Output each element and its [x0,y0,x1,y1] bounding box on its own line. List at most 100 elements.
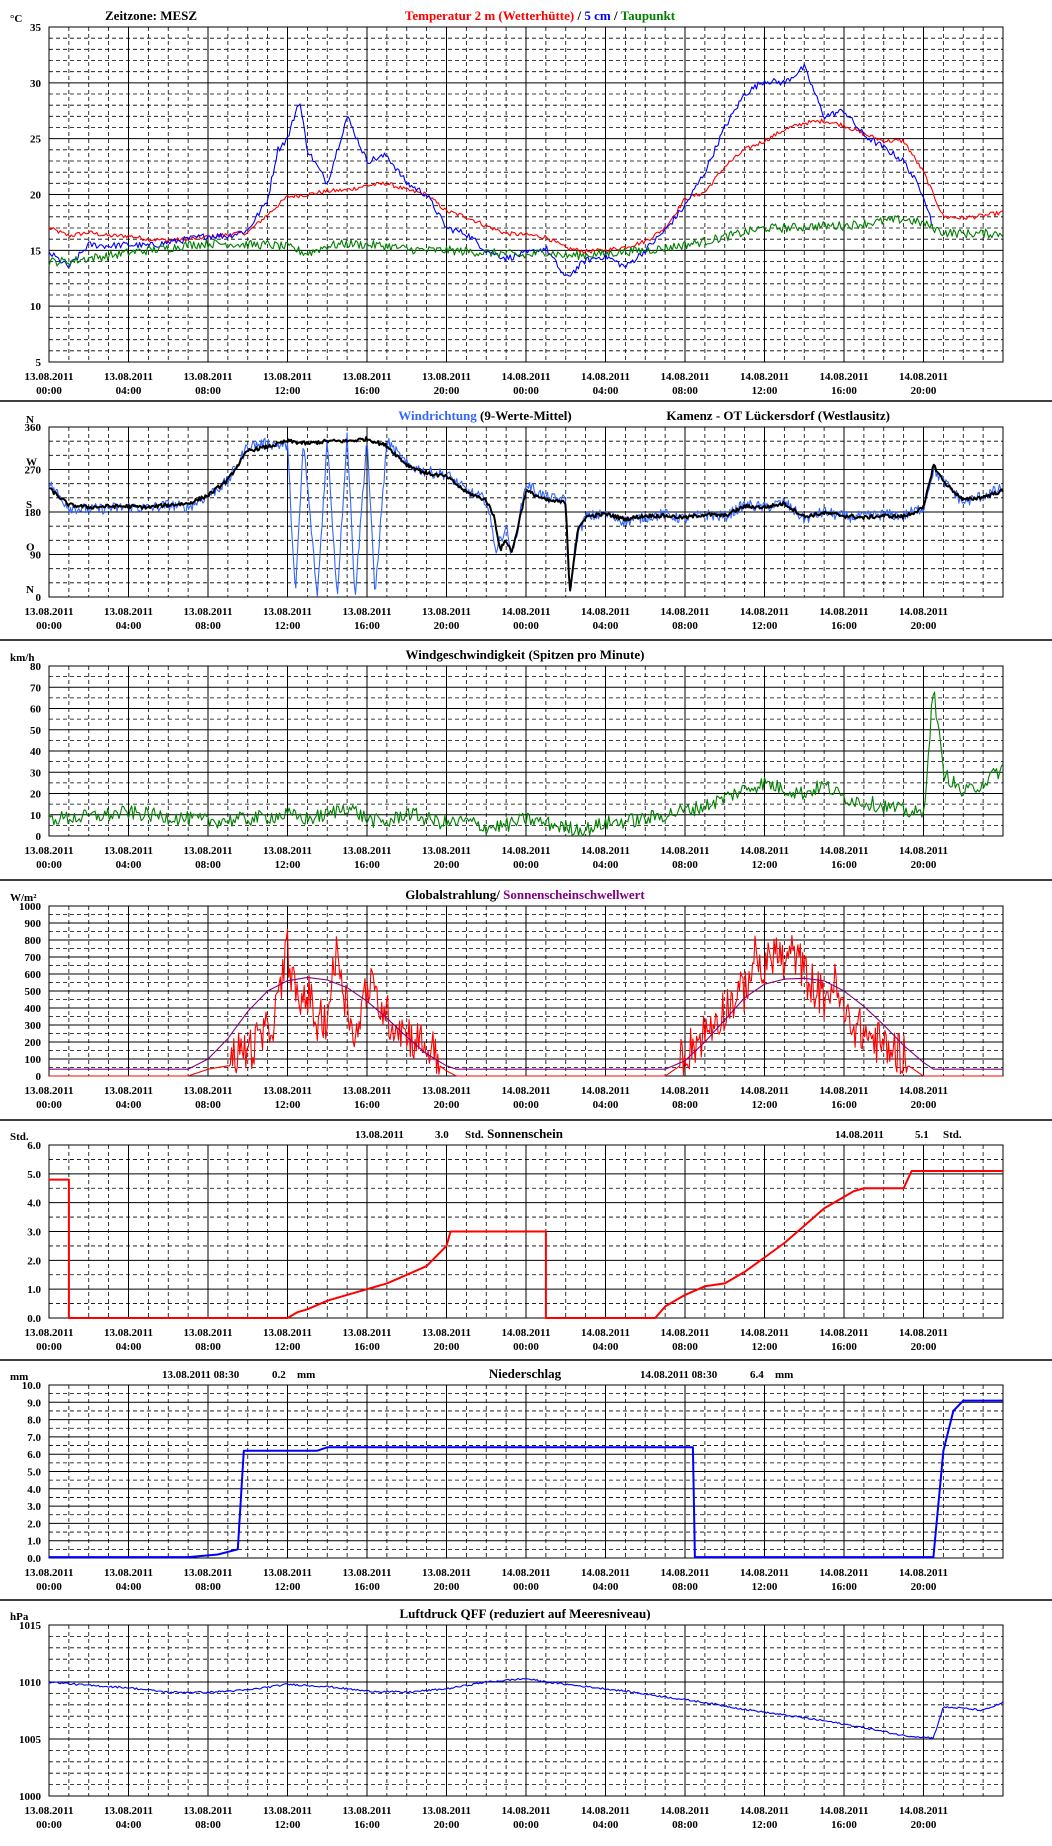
series-wind_direction-1 [48,436,1004,592]
panel-title: Temperatur 2 m (Wetterhütte) / 5 cm / Ta… [405,8,676,23]
y-tick-label: 6.0 [27,1140,41,1152]
x-tick-time: 16:00 [831,1099,857,1111]
y-tick-label: 400 [25,1003,42,1015]
title-part: / [574,8,584,23]
x-tick-date: 13.08.2011 [25,1085,74,1097]
x-tick-time: 12:00 [275,620,301,632]
annotation-unit: mm [775,1369,793,1381]
x-tick-date: 13.08.2011 [263,371,312,383]
x-tick-time: 04:00 [593,1819,619,1831]
x-tick-time: 12:00 [275,1581,301,1593]
x-tick-date: 13.08.2011 [184,606,233,618]
x-tick-date: 13.08.2011 [343,1085,392,1097]
x-tick-date: 13.08.2011 [422,1805,471,1817]
x-tick-time: 16:00 [354,859,380,871]
x-tick-time: 08:00 [672,385,698,397]
x-tick-date: 13.08.2011 [422,606,471,618]
x-tick-date: 13.08.2011 [263,1805,312,1817]
panel-title: Globalstrahlung/ Sonnenscheinschwellwert [405,887,645,902]
unit-label: hPa [10,1611,29,1623]
x-tick-time: 16:00 [831,1819,857,1831]
x-tick-time: 00:00 [36,1341,62,1353]
annotation-value: 6.4 [750,1369,764,1381]
y-tick-label: 9.0 [27,1397,41,1409]
x-tick-date: 13.08.2011 [343,1567,392,1579]
y-tick-label: 80 [30,661,42,673]
x-tick-time: 20:00 [434,859,460,871]
plot-frame [48,665,1004,837]
y-tick-label: 20 [30,190,42,202]
y-tick-label: 20 [30,789,42,801]
x-tick-date: 14.08.2011 [581,845,630,857]
x-tick-time: 12:00 [752,385,778,397]
x-tick-time: 20:00 [434,385,460,397]
annotation-value: 3.0 [435,1129,449,1141]
x-tick-time: 04:00 [593,1099,619,1111]
y-tick-label: 2.0 [27,1518,41,1530]
x-tick-time: 08:00 [195,1099,221,1111]
x-tick-date: 13.08.2011 [25,845,74,857]
x-tick-date: 14.08.2011 [899,1805,948,1817]
x-tick-date: 14.08.2011 [899,1085,948,1097]
y-tick-label: 10 [30,301,42,313]
x-tick-date: 13.08.2011 [422,1085,471,1097]
x-tick-date: 14.08.2011 [820,371,869,383]
x-tick-time: 08:00 [672,1341,698,1353]
x-tick-time: 12:00 [275,1099,301,1111]
x-tick-date: 13.08.2011 [263,1567,312,1579]
annotation-date: 14.08.2011 08:30 [640,1369,718,1381]
x-tick-time: 04:00 [593,620,619,632]
unit-label: km/h [10,652,34,664]
x-tick-time: 16:00 [831,1341,857,1353]
x-tick-date: 14.08.2011 [740,1567,789,1579]
timezone-label: Zeitzone: MESZ [105,8,197,23]
x-tick-date: 14.08.2011 [581,371,630,383]
annotation-value: 5.1 [915,1129,929,1141]
x-tick-time: 16:00 [831,859,857,871]
x-tick-date: 13.08.2011 [343,1327,392,1339]
y-tick-label: 300 [25,1020,42,1032]
annotation-unit: Std. [465,1129,484,1141]
y-tick-label: 100 [25,1054,42,1066]
title-part: 5 cm [584,8,611,23]
title-part: Temperatur 2 m (Wetterhütte) [405,8,574,23]
x-tick-time: 00:00 [513,1341,539,1353]
panel-wind_direction: 090180270360NOSWN13.08.201100:0013.08.20… [0,408,1052,641]
x-tick-time: 04:00 [116,1341,142,1353]
panel-title: Windrichtung (9-Werte-Mittel) [398,408,571,423]
x-tick-time: 20:00 [911,385,937,397]
y-tick-label: 30 [30,767,42,779]
x-tick-time: 20:00 [434,1341,460,1353]
y-tick-label: 1.0 [27,1284,41,1296]
x-tick-time: 16:00 [831,1581,857,1593]
x-tick-date: 14.08.2011 [581,1085,630,1097]
x-tick-date: 13.08.2011 [263,845,312,857]
x-tick-time: 04:00 [593,385,619,397]
x-tick-time: 00:00 [36,1819,62,1831]
x-tick-date: 13.08.2011 [184,1805,233,1817]
x-tick-date: 14.08.2011 [820,1805,869,1817]
x-tick-date: 14.08.2011 [661,1327,710,1339]
x-tick-time: 04:00 [116,620,142,632]
y-tick-label: 0 [36,831,42,843]
x-tick-date: 14.08.2011 [502,845,551,857]
title-part: Sonnenscheinschwellwert [503,887,645,902]
x-tick-date: 13.08.2011 [25,606,74,618]
y-tick-label: 1010 [19,1677,42,1689]
y-tick-label: 270 [25,465,42,477]
x-tick-date: 13.08.2011 [343,845,392,857]
x-tick-date: 14.08.2011 [581,1327,630,1339]
y-tick-label: 5.0 [27,1169,41,1181]
title-part: / [611,8,621,23]
series-radiation-1 [49,976,1003,1070]
x-tick-time: 04:00 [116,385,142,397]
x-tick-time: 16:00 [354,1819,380,1831]
x-tick-time: 20:00 [434,1581,460,1593]
panel-title: Luftdruck QFF (reduziert auf Meeresnivea… [399,1606,650,1621]
y-tick-label: 40 [30,746,42,758]
y-tick-label: 0.0 [27,1553,41,1565]
x-tick-time: 12:00 [275,859,301,871]
x-tick-time: 00:00 [513,385,539,397]
